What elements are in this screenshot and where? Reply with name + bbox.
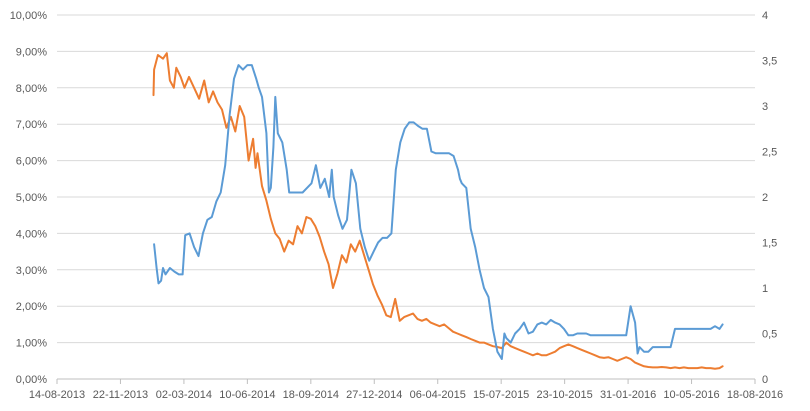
y-right-tick-label: 0,5 [762, 329, 777, 341]
y-axis-left-ticks: 0,00% 1,00% 2,00% 3,00% 4,00% 5,00% 6,00% 7,00%… [10, 10, 48, 386]
series-line-blue [153, 64, 724, 360]
y-left-tick-label: 7,00% [16, 119, 47, 131]
y-right-tick-label: 3 [762, 101, 768, 113]
y-right-tick-label: 0 [762, 374, 768, 386]
x-axis-ticks: 14-08-2013 22-11-2013 02-03-2014 10-06-2014… [29, 389, 783, 401]
x-tick-label: 14-08-2013 [29, 389, 85, 401]
y-right-tick-label: 2,5 [762, 147, 777, 159]
x-tick-label: 10-05-2016 [663, 389, 719, 401]
y-left-tick-label: 1,00% [16, 338, 47, 350]
y-right-tick-label: 1,5 [762, 238, 777, 250]
y-left-tick-label: 0,00% [16, 374, 47, 386]
y-left-tick-label: 9,00% [16, 46, 47, 58]
y-left-tick-label: 8,00% [16, 83, 47, 95]
x-tick-label: 22-11-2013 [93, 389, 148, 401]
y-left-tick-label: 3,00% [16, 265, 47, 277]
series-lines [152, 52, 724, 370]
x-tick-label: 02-03-2014 [156, 389, 212, 401]
y-left-tick-label: 6,00% [16, 156, 47, 168]
x-tick-label: 06-04-2015 [410, 389, 466, 401]
y-right-tick-label: 1 [762, 283, 768, 295]
y-axis-right-ticks: 0 0,5 1 1,5 2 2,5 3 3,5 4 [762, 10, 777, 386]
y-right-tick-label: 4 [762, 10, 768, 22]
y-right-tick-label: 3,5 [762, 56, 777, 68]
series-line-orange [152, 52, 724, 370]
x-tick-label: 27-12-2014 [346, 389, 402, 401]
y-left-tick-label: 10,00% [10, 10, 48, 22]
y-right-tick-label: 2 [762, 192, 768, 204]
x-tick-label: 23-10-2015 [536, 389, 592, 401]
gridlines [57, 14, 755, 344]
y-left-tick-label: 2,00% [16, 301, 47, 313]
y-left-tick-label: 5,00% [16, 192, 47, 204]
axes [56, 378, 756, 384]
x-tick-label: 18-08-2016 [727, 389, 783, 401]
x-tick-label: 10-06-2014 [219, 389, 275, 401]
x-tick-label: 15-07-2015 [473, 389, 529, 401]
x-tick-label: 18-09-2014 [283, 389, 339, 401]
x-tick-label: 31-01-2016 [600, 389, 656, 401]
y-left-tick-label: 4,00% [16, 228, 47, 240]
